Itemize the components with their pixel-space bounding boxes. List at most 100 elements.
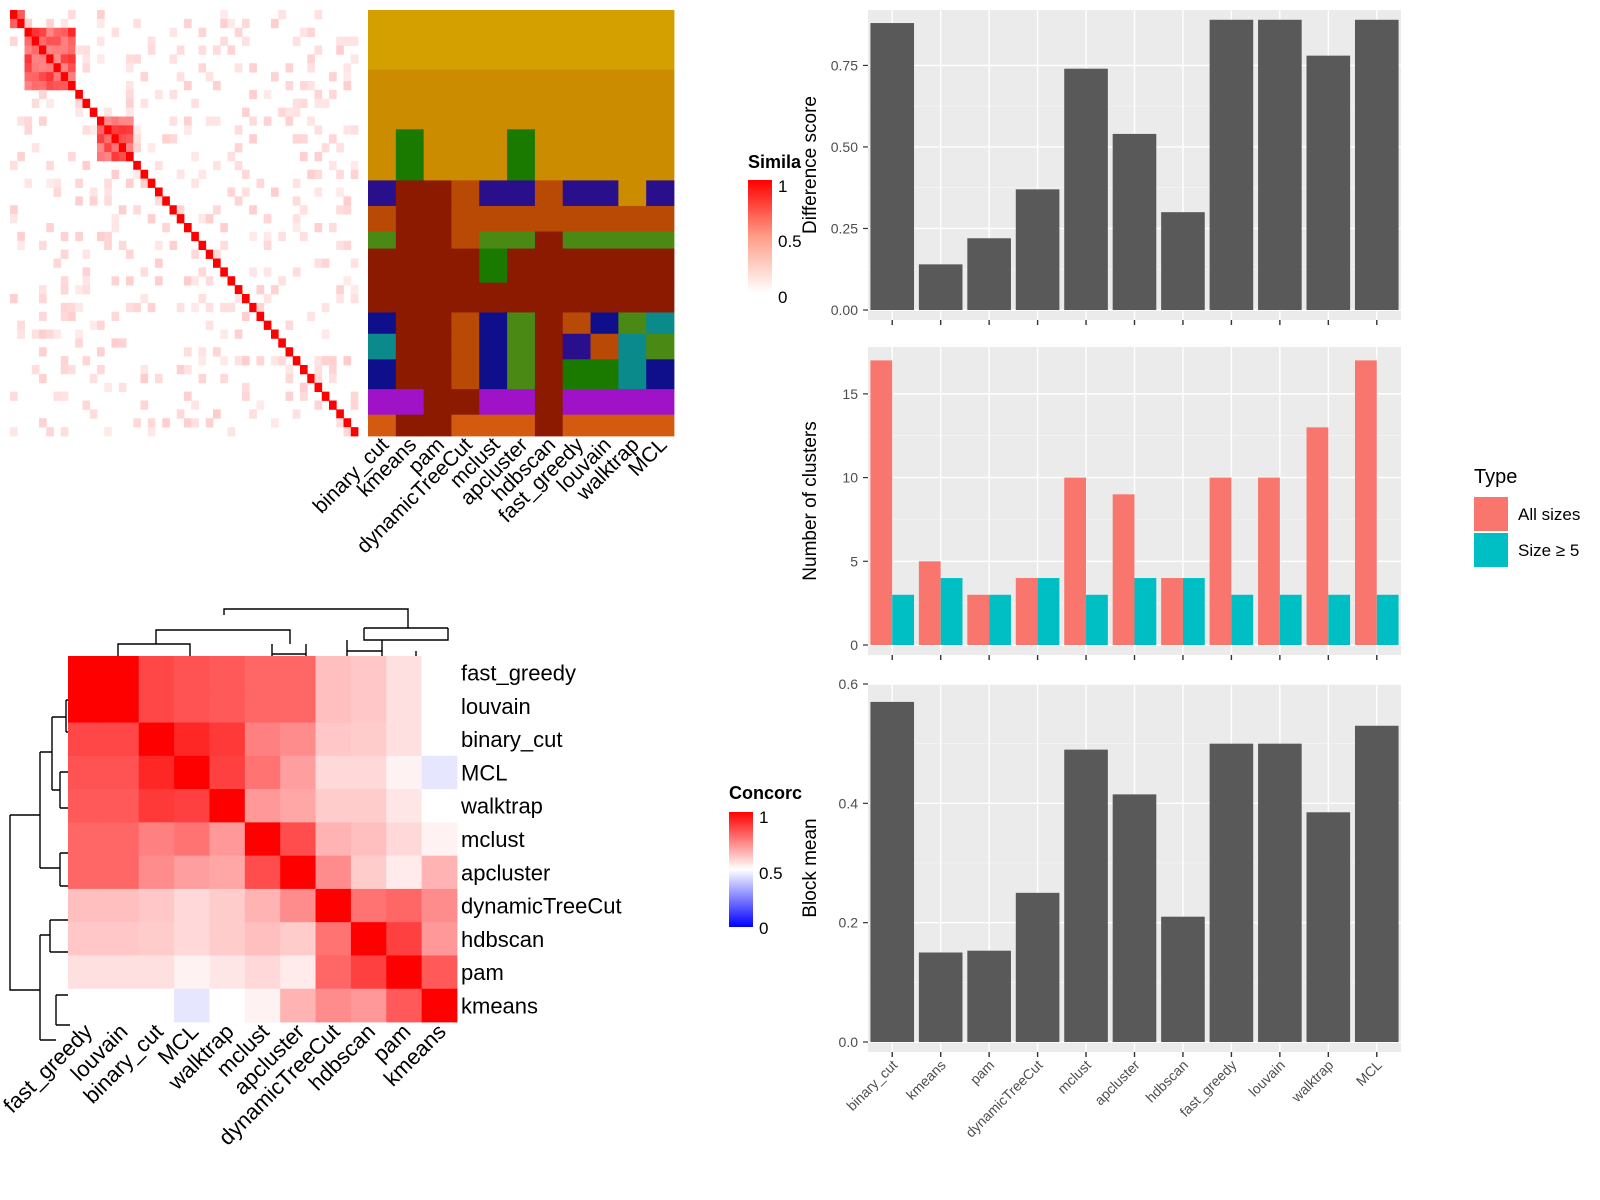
similarity-cell	[17, 320, 25, 330]
bar-size-ge-5	[940, 578, 963, 645]
concordance-cell	[315, 656, 352, 690]
similarity-cell	[292, 223, 301, 233]
similarity-cell	[184, 365, 192, 375]
concordance-cell	[315, 888, 352, 923]
concordance-cell	[138, 689, 175, 723]
cluster-assignment-cell	[618, 69, 647, 130]
similarity-cell	[336, 418, 344, 428]
concordance-cell	[350, 888, 387, 923]
similarity-cell	[46, 160, 54, 171]
similarity-cell	[234, 356, 243, 366]
concordance-cell	[386, 822, 423, 857]
cluster-assignment-cell	[368, 231, 397, 249]
similarity-cell	[82, 267, 91, 277]
similarity-cell	[242, 294, 250, 304]
cluster-assignment-cell	[590, 248, 619, 284]
similarity-cell	[169, 54, 178, 64]
cluster-assignment-cell	[590, 205, 619, 232]
similarity-cell	[46, 427, 54, 437]
similarity-cell	[118, 338, 127, 348]
concordance-cell	[350, 988, 387, 1023]
bar	[1209, 743, 1254, 1042]
y-axis-label: Block mean	[800, 818, 821, 917]
y-tick-label: 0.2	[839, 915, 859, 931]
concordance-cell	[209, 888, 246, 923]
similarity-cell	[133, 134, 141, 144]
cluster-assignment-cell	[646, 333, 675, 360]
bar	[1258, 743, 1302, 1042]
similarity-cell	[213, 116, 221, 126]
cluster-assignment-cell	[507, 69, 536, 130]
similarity-cell	[343, 63, 352, 73]
similarity-cell	[75, 338, 83, 348]
similarity-cell	[118, 205, 127, 215]
similarity-cell	[133, 169, 141, 180]
similarity-cell	[300, 382, 308, 393]
similarity-cell	[220, 329, 228, 339]
similarity-cell	[307, 81, 315, 91]
similarity-cell	[314, 223, 323, 233]
similarity-cell	[39, 116, 47, 126]
concordance-cell	[103, 689, 140, 723]
concordance-cell	[244, 689, 281, 723]
similarity-cell	[89, 409, 98, 419]
concordance-cell	[315, 722, 352, 757]
similarity-cell	[89, 187, 98, 197]
similarity-cell	[97, 54, 105, 64]
concordance-cell	[386, 988, 423, 1023]
similarity-cell	[133, 302, 141, 313]
bar	[1209, 19, 1254, 311]
similarity-cell	[155, 276, 163, 286]
bar-all-sizes	[1064, 477, 1087, 645]
similarity-cell	[285, 116, 294, 126]
concordance-cell	[280, 656, 316, 690]
similarity-cell	[292, 267, 301, 277]
similarity-cell	[278, 10, 286, 20]
concordance-cell	[244, 722, 281, 757]
similarity-cell	[97, 125, 105, 135]
similarity-cell	[140, 178, 149, 188]
cluster-assignment-cell	[534, 389, 564, 416]
similarity-cell	[205, 116, 214, 126]
cluster-assignment-cell	[451, 248, 480, 284]
cluster-assignment-cell	[590, 414, 619, 437]
similarity-cell	[82, 63, 91, 73]
bar-x-tick-label: walktrap	[1288, 1057, 1337, 1106]
cluster-assignment-cell	[368, 69, 397, 130]
cluster-assignment-cell	[479, 10, 508, 71]
cluster-assignment-cell	[590, 282, 619, 313]
similarity-cell	[46, 63, 54, 73]
cluster-assignment-cell	[423, 69, 452, 130]
similarity-cell	[31, 63, 40, 73]
concordance-legend-title: Concorc	[729, 783, 802, 803]
similarity-cell	[104, 382, 112, 393]
similarity-cell	[89, 125, 98, 135]
cluster-assignment-cell	[423, 414, 452, 437]
concordance-cell	[68, 922, 104, 956]
similarity-cell	[60, 63, 69, 73]
cluster-assignment-cell	[423, 312, 452, 335]
similarity-cell	[220, 356, 228, 366]
similarity-cell	[53, 45, 62, 55]
bar	[918, 952, 963, 1042]
concordance-cell	[103, 955, 140, 990]
similarity-cell	[198, 347, 207, 357]
cluster-assignment-cell	[451, 389, 480, 416]
similarity-cell	[176, 45, 185, 55]
y-axis-label: Difference score	[800, 96, 821, 234]
similarity-cell	[75, 196, 83, 206]
similarity-cell	[278, 338, 286, 348]
concordance-cell	[68, 722, 104, 757]
similarity-cell	[126, 63, 134, 73]
similarity-cell	[307, 311, 315, 322]
similarity-cell	[314, 258, 323, 268]
similarity-cell	[249, 409, 257, 419]
similarity-cell	[169, 205, 178, 215]
similarity-cell	[147, 427, 156, 437]
bar	[1161, 212, 1205, 310]
similarity-cell	[140, 365, 149, 375]
bar-size-ge-5	[1037, 578, 1060, 645]
similarity-cell	[31, 45, 40, 55]
bar	[1161, 916, 1205, 1042]
concordance-cell	[103, 922, 140, 956]
